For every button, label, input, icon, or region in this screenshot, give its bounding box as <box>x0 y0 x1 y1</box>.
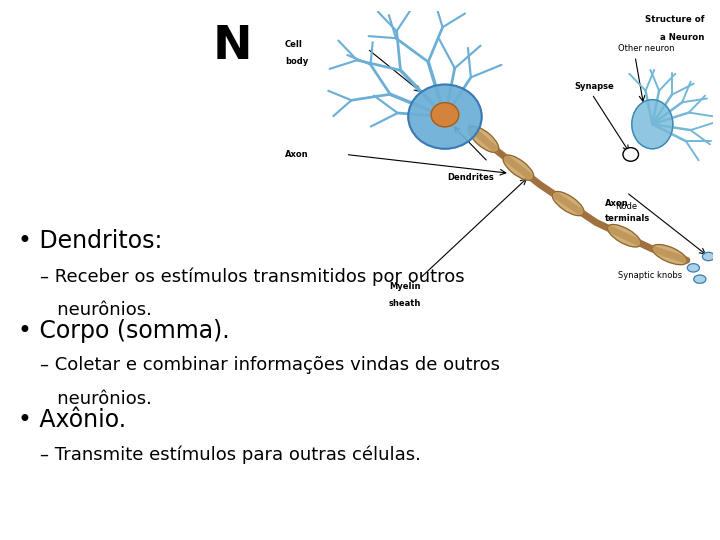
Text: Structure of: Structure of <box>644 15 704 24</box>
Circle shape <box>431 103 459 127</box>
Text: Axon: Axon <box>605 199 629 208</box>
Text: – Transmite estímulos para outras células.: – Transmite estímulos para outras célula… <box>40 446 420 464</box>
Text: Node: Node <box>615 202 637 211</box>
Text: Myelin: Myelin <box>389 282 420 291</box>
Text: Axon: Axon <box>285 150 309 159</box>
Text: neurônios.: neurônios. <box>40 301 151 319</box>
Ellipse shape <box>694 275 706 284</box>
Ellipse shape <box>503 155 534 180</box>
Text: • Dendritos:: • Dendritos: <box>18 230 163 253</box>
Text: neurônios.: neurônios. <box>40 390 151 408</box>
Text: • Axônio.: • Axônio. <box>18 408 126 431</box>
Circle shape <box>408 84 482 148</box>
Text: Synaptic knobs: Synaptic knobs <box>618 271 682 280</box>
Text: sheath: sheath <box>389 299 421 308</box>
Text: terminals: terminals <box>605 214 650 223</box>
Ellipse shape <box>608 225 641 247</box>
Text: body: body <box>285 57 308 66</box>
Ellipse shape <box>703 252 714 261</box>
Text: a Neuron: a Neuron <box>660 33 704 43</box>
Text: – Receber os estímulos transmitidos por outros: – Receber os estímulos transmitidos por … <box>40 267 464 286</box>
Text: • Corpo (somma).: • Corpo (somma). <box>18 319 230 342</box>
Circle shape <box>623 147 639 161</box>
Text: Other neuron: Other neuron <box>618 44 674 53</box>
Text: N: N <box>212 24 252 69</box>
Ellipse shape <box>632 99 672 148</box>
Ellipse shape <box>688 264 699 272</box>
Text: – Coletar e combinar informações vindas de outros: – Coletar e combinar informações vindas … <box>40 356 500 374</box>
Text: Cell: Cell <box>285 40 303 49</box>
Text: Dendrites: Dendrites <box>448 173 494 181</box>
Ellipse shape <box>552 192 584 215</box>
Text: Synapse: Synapse <box>575 82 614 91</box>
Ellipse shape <box>652 245 688 265</box>
Ellipse shape <box>469 126 499 152</box>
